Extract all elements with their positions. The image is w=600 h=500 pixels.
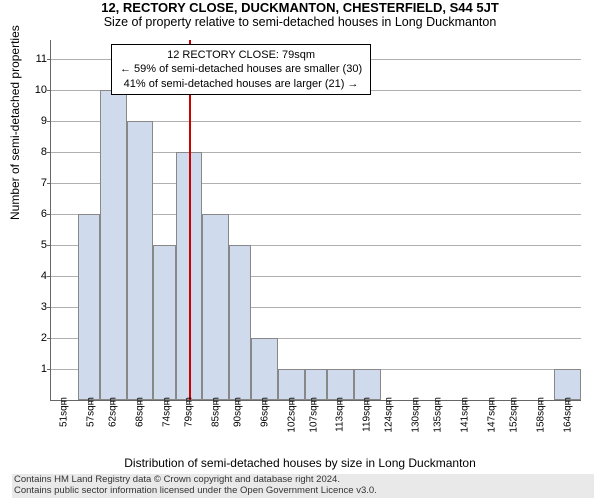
histogram-bar xyxy=(354,369,381,400)
histogram-bar xyxy=(78,214,100,400)
x-tick-label: 107sqm xyxy=(308,397,319,433)
histogram-bar xyxy=(202,214,229,400)
chart-subtitle: Size of property relative to semi-detach… xyxy=(0,15,600,29)
x-tick-label: 141sqm xyxy=(460,397,471,433)
x-tick-label: 51sqm xyxy=(59,397,70,427)
x-tick-label: 113sqm xyxy=(335,397,346,432)
y-tick-label: 4 xyxy=(29,270,47,282)
x-axis-label: Distribution of semi-detached houses by … xyxy=(0,456,600,470)
histogram-bar xyxy=(100,90,127,400)
x-tick-label: 68sqm xyxy=(135,397,146,427)
y-tick-mark xyxy=(47,307,51,308)
y-tick-mark xyxy=(47,183,51,184)
annotation-line: 41% of semi-detached houses are larger (… xyxy=(120,77,362,91)
histogram-bar xyxy=(305,369,327,400)
x-tick-label: 164sqm xyxy=(562,397,573,433)
histogram-bar xyxy=(153,245,175,400)
annotation-line: ← 59% of semi-detached houses are smalle… xyxy=(120,62,362,76)
x-tick-label: 119sqm xyxy=(362,397,373,432)
x-tick-label: 62sqm xyxy=(108,397,119,427)
y-tick-label: 10 xyxy=(29,84,47,96)
x-tick-label: 158sqm xyxy=(535,397,546,433)
x-tick-label: 85sqm xyxy=(210,397,221,427)
x-tick-label: 57sqm xyxy=(86,397,97,427)
y-tick-label: 6 xyxy=(29,208,47,220)
y-tick-mark xyxy=(47,276,51,277)
chart-container: 12, RECTORY CLOSE, DUCKMANTON, CHESTERFI… xyxy=(0,0,600,500)
plot-area: 123456789101151sqm57sqm62sqm68sqm74sqm79… xyxy=(50,40,581,401)
y-tick-label: 3 xyxy=(29,301,47,313)
y-tick-label: 5 xyxy=(29,239,47,251)
y-tick-mark xyxy=(47,338,51,339)
x-tick-label: 74sqm xyxy=(161,397,172,427)
footer-line: Contains public sector information licen… xyxy=(14,486,592,497)
x-tick-label: 102sqm xyxy=(286,397,297,433)
x-tick-label: 152sqm xyxy=(509,397,520,433)
y-tick-mark xyxy=(47,90,51,91)
annotation-box: 12 RECTORY CLOSE: 79sqm ← 59% of semi-de… xyxy=(111,44,371,95)
y-tick-label: 2 xyxy=(29,332,47,344)
histogram-bar xyxy=(327,369,354,400)
chart-title: 12, RECTORY CLOSE, DUCKMANTON, CHESTERFI… xyxy=(0,0,600,15)
x-tick-label: 79sqm xyxy=(184,397,195,427)
x-tick-label: 96sqm xyxy=(259,397,270,427)
histogram-bar xyxy=(229,245,251,400)
histogram-bar xyxy=(127,121,154,400)
y-axis-label: Number of semi-detached properties xyxy=(8,25,22,220)
y-tick-label: 9 xyxy=(29,115,47,127)
y-tick-label: 11 xyxy=(29,53,47,65)
y-tick-mark xyxy=(47,59,51,60)
y-tick-mark xyxy=(47,152,51,153)
y-tick-label: 1 xyxy=(29,363,47,375)
y-tick-label: 8 xyxy=(29,146,47,158)
x-tick-label: 135sqm xyxy=(433,397,444,433)
histogram-bar xyxy=(554,369,581,400)
y-tick-mark xyxy=(47,245,51,246)
x-tick-label: 90sqm xyxy=(233,397,244,427)
y-tick-mark xyxy=(47,214,51,215)
y-tick-label: 7 xyxy=(29,177,47,189)
y-tick-mark xyxy=(47,369,51,370)
annotation-line: 12 RECTORY CLOSE: 79sqm xyxy=(120,48,362,62)
y-tick-mark xyxy=(47,121,51,122)
x-tick-label: 130sqm xyxy=(411,397,422,433)
x-tick-label: 147sqm xyxy=(486,397,497,433)
histogram-bar xyxy=(278,369,305,400)
x-tick-label: 124sqm xyxy=(384,397,395,433)
footer: Contains HM Land Registry data © Crown c… xyxy=(12,474,594,498)
histogram-bar xyxy=(251,338,278,400)
